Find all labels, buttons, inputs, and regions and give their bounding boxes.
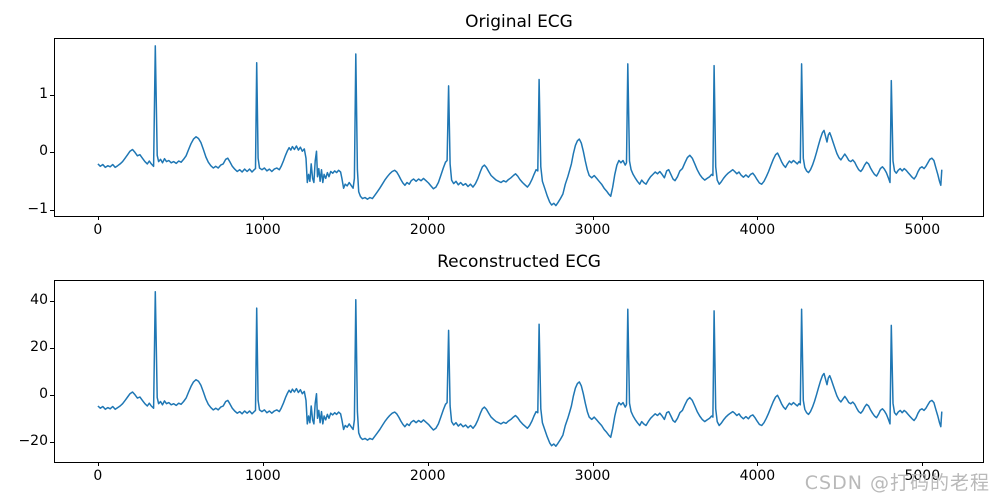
ecg-line-original [97,45,943,207]
y-tick-label: 40 [30,291,48,308]
x-tick-mark [97,462,99,466]
x-tick-mark [922,216,924,220]
y-tick-label: 20 [30,338,48,355]
axes-original-ecg: 0 1000 2000 3000 4000 5000 −1 0 1 [27,38,984,238]
watermark: CSDN @打码的老程 [804,472,990,494]
plot-title-original-ecg: Original ECG [465,12,573,32]
x-tick-mark [757,462,759,466]
y-tick-mark [50,94,54,96]
y-tick-mark [50,152,54,154]
x-tick-label: 4000 [739,468,776,484]
x-tick-label: 1000 [244,222,281,238]
x-tick-mark [427,216,429,220]
plot-title-reconstructed-ecg: Reconstructed ECG [437,252,601,272]
x-tick-label: 5000 [904,222,941,238]
y-tick-mark [50,347,54,349]
y-tick-label: −1 [27,201,48,218]
y-tick-mark [50,441,54,443]
ecg-line-reconstructed [97,291,943,447]
y-tick-label: 1 [39,85,48,102]
y-tick-label: −20 [18,432,48,449]
y-tick-mark [50,210,54,212]
x-tick-label: 2000 [409,222,446,238]
x-tick-mark [427,462,429,466]
x-tick-label: 1000 [244,468,281,484]
x-tick-label: 0 [93,468,103,484]
y-tick-label: 0 [39,385,48,402]
x-tick-label: 3000 [574,468,611,484]
x-tick-mark [592,462,594,466]
y-tick-mark [50,300,54,302]
x-tick-label: 4000 [739,222,776,238]
y-tick-label: 0 [39,143,48,160]
x-tick-mark [592,216,594,220]
y-tick-mark [50,394,54,396]
x-tick-label: 0 [93,222,103,238]
x-tick-mark [97,216,99,220]
x-tick-mark [757,216,759,220]
x-tick-mark [262,216,264,220]
x-tick-label: 2000 [409,468,446,484]
x-tick-label: 3000 [574,222,611,238]
axes-reconstructed-ecg: 0 1000 2000 3000 4000 5000 −20 0 20 40 [18,280,984,484]
x-tick-mark [262,462,264,466]
x-tick-label: 5000 [904,468,941,484]
x-tick-mark [922,462,924,466]
